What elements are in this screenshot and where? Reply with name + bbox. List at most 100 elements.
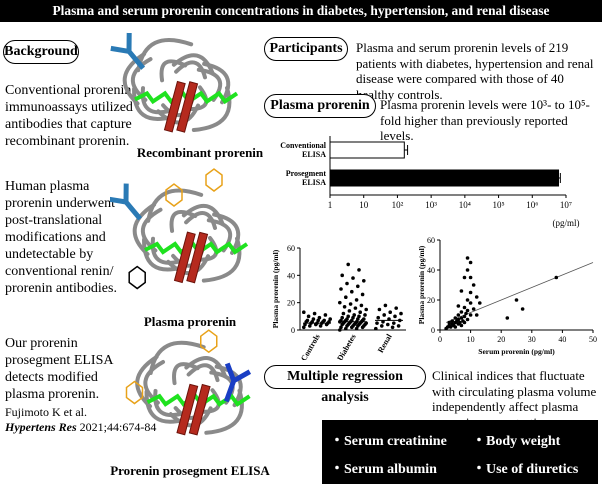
point — [462, 314, 467, 319]
dot — [357, 314, 361, 319]
ribbon-strand — [169, 210, 198, 233]
error-bar — [558, 173, 561, 183]
dot — [357, 268, 361, 272]
point — [456, 304, 461, 308]
x-tick-label: 10 — [467, 335, 475, 344]
dot — [358, 310, 362, 315]
y-axis-label: Plasma prorenin (pg/ml) — [417, 245, 426, 324]
x-tick-label: 10⁵ — [493, 200, 505, 210]
dot — [338, 328, 342, 332]
dot — [374, 326, 378, 331]
x-tick-label: 40 — [558, 335, 566, 344]
point — [465, 268, 470, 272]
dot — [346, 262, 350, 267]
ribbon-strand — [184, 356, 228, 379]
point — [474, 295, 479, 299]
caption: Recombinant prorenin — [136, 145, 264, 160]
y-tick-label: 40 — [427, 266, 435, 275]
point — [465, 256, 470, 260]
x-tick-label: 10⁶ — [526, 200, 538, 210]
dot — [359, 303, 364, 308]
factor: ・Serum creatinine — [330, 434, 447, 449]
ribbon-strand — [159, 59, 188, 83]
dot — [342, 304, 347, 309]
x-tick-label: 0 — [438, 335, 442, 344]
ribbon-strand — [197, 388, 221, 414]
dot — [363, 313, 367, 317]
point — [453, 316, 458, 320]
y-tick-label: 40 — [287, 271, 295, 280]
ribbon-strand — [140, 86, 175, 115]
dot — [328, 317, 332, 321]
point — [474, 313, 479, 317]
dot — [352, 313, 356, 317]
x-tick-label: 10⁷ — [560, 200, 572, 210]
dot — [386, 322, 390, 327]
dot — [348, 302, 353, 306]
dot — [311, 317, 316, 321]
point — [468, 301, 473, 305]
plasma-prorenin-label: Plasma prorenin — [264, 94, 376, 118]
trend-line — [445, 262, 594, 323]
dot — [394, 306, 398, 310]
point — [453, 325, 458, 329]
dot — [390, 325, 395, 330]
unit-label: (pg/ml) — [553, 218, 580, 228]
point — [477, 301, 482, 305]
point — [471, 283, 476, 287]
factor: ・Serum albumin — [330, 462, 437, 477]
dot — [377, 307, 382, 312]
beta-strand — [186, 231, 209, 284]
dot — [388, 310, 392, 315]
scatter-chart: 0 20 40 60 0 10 20 30 40 50 Serum prorenin (pg/ml)… — [415, 225, 602, 360]
point — [465, 308, 470, 313]
dot — [338, 300, 342, 305]
dot — [344, 295, 348, 299]
ribbon-strand — [135, 354, 159, 409]
point — [462, 305, 467, 310]
protein-illustration — [110, 168, 249, 290]
ribbon-strand — [122, 52, 147, 106]
dot — [356, 317, 360, 321]
point — [459, 310, 464, 314]
point — [456, 313, 461, 317]
ribbon-strand — [186, 363, 220, 383]
point — [464, 311, 468, 316]
point — [459, 323, 464, 328]
y-axis-label: Plasma prorenin (pg/ml) — [271, 249, 280, 328]
plasma-text: Human plasma prorenin underwent post-tra… — [5, 179, 117, 296]
dot — [345, 317, 349, 321]
x-tick-label: Controls — [299, 333, 322, 361]
point — [462, 320, 467, 325]
beta-strand — [188, 383, 211, 436]
dot — [399, 311, 403, 316]
y-tick-label: 20 — [427, 296, 435, 305]
beta-strand — [163, 80, 186, 133]
dot — [322, 318, 326, 323]
citation-journal: Hypertens Res — [5, 420, 77, 434]
point — [468, 260, 473, 265]
point — [471, 307, 476, 311]
y-tick-label: 60 — [427, 236, 435, 245]
dot — [339, 287, 343, 291]
background-text: Conventional prorenin immunoassays utili… — [5, 83, 133, 149]
dot — [347, 309, 352, 313]
x-tick-label: Renal — [376, 332, 394, 354]
dot — [339, 325, 343, 330]
ribbon-strand — [191, 86, 232, 132]
dot — [351, 315, 355, 320]
x-tick-label: 1 — [328, 200, 333, 210]
bar — [329, 169, 560, 187]
antibody-arm — [223, 362, 252, 403]
point — [520, 307, 525, 311]
dot — [345, 281, 349, 286]
dot — [362, 317, 366, 321]
dot — [396, 324, 401, 328]
ribbon-strand — [171, 53, 215, 76]
error-bar — [404, 145, 409, 155]
point — [456, 317, 461, 322]
glycan — [165, 168, 223, 207]
category-label: Prosegment ELISA — [285, 169, 326, 187]
ribbon-strand — [132, 202, 157, 257]
